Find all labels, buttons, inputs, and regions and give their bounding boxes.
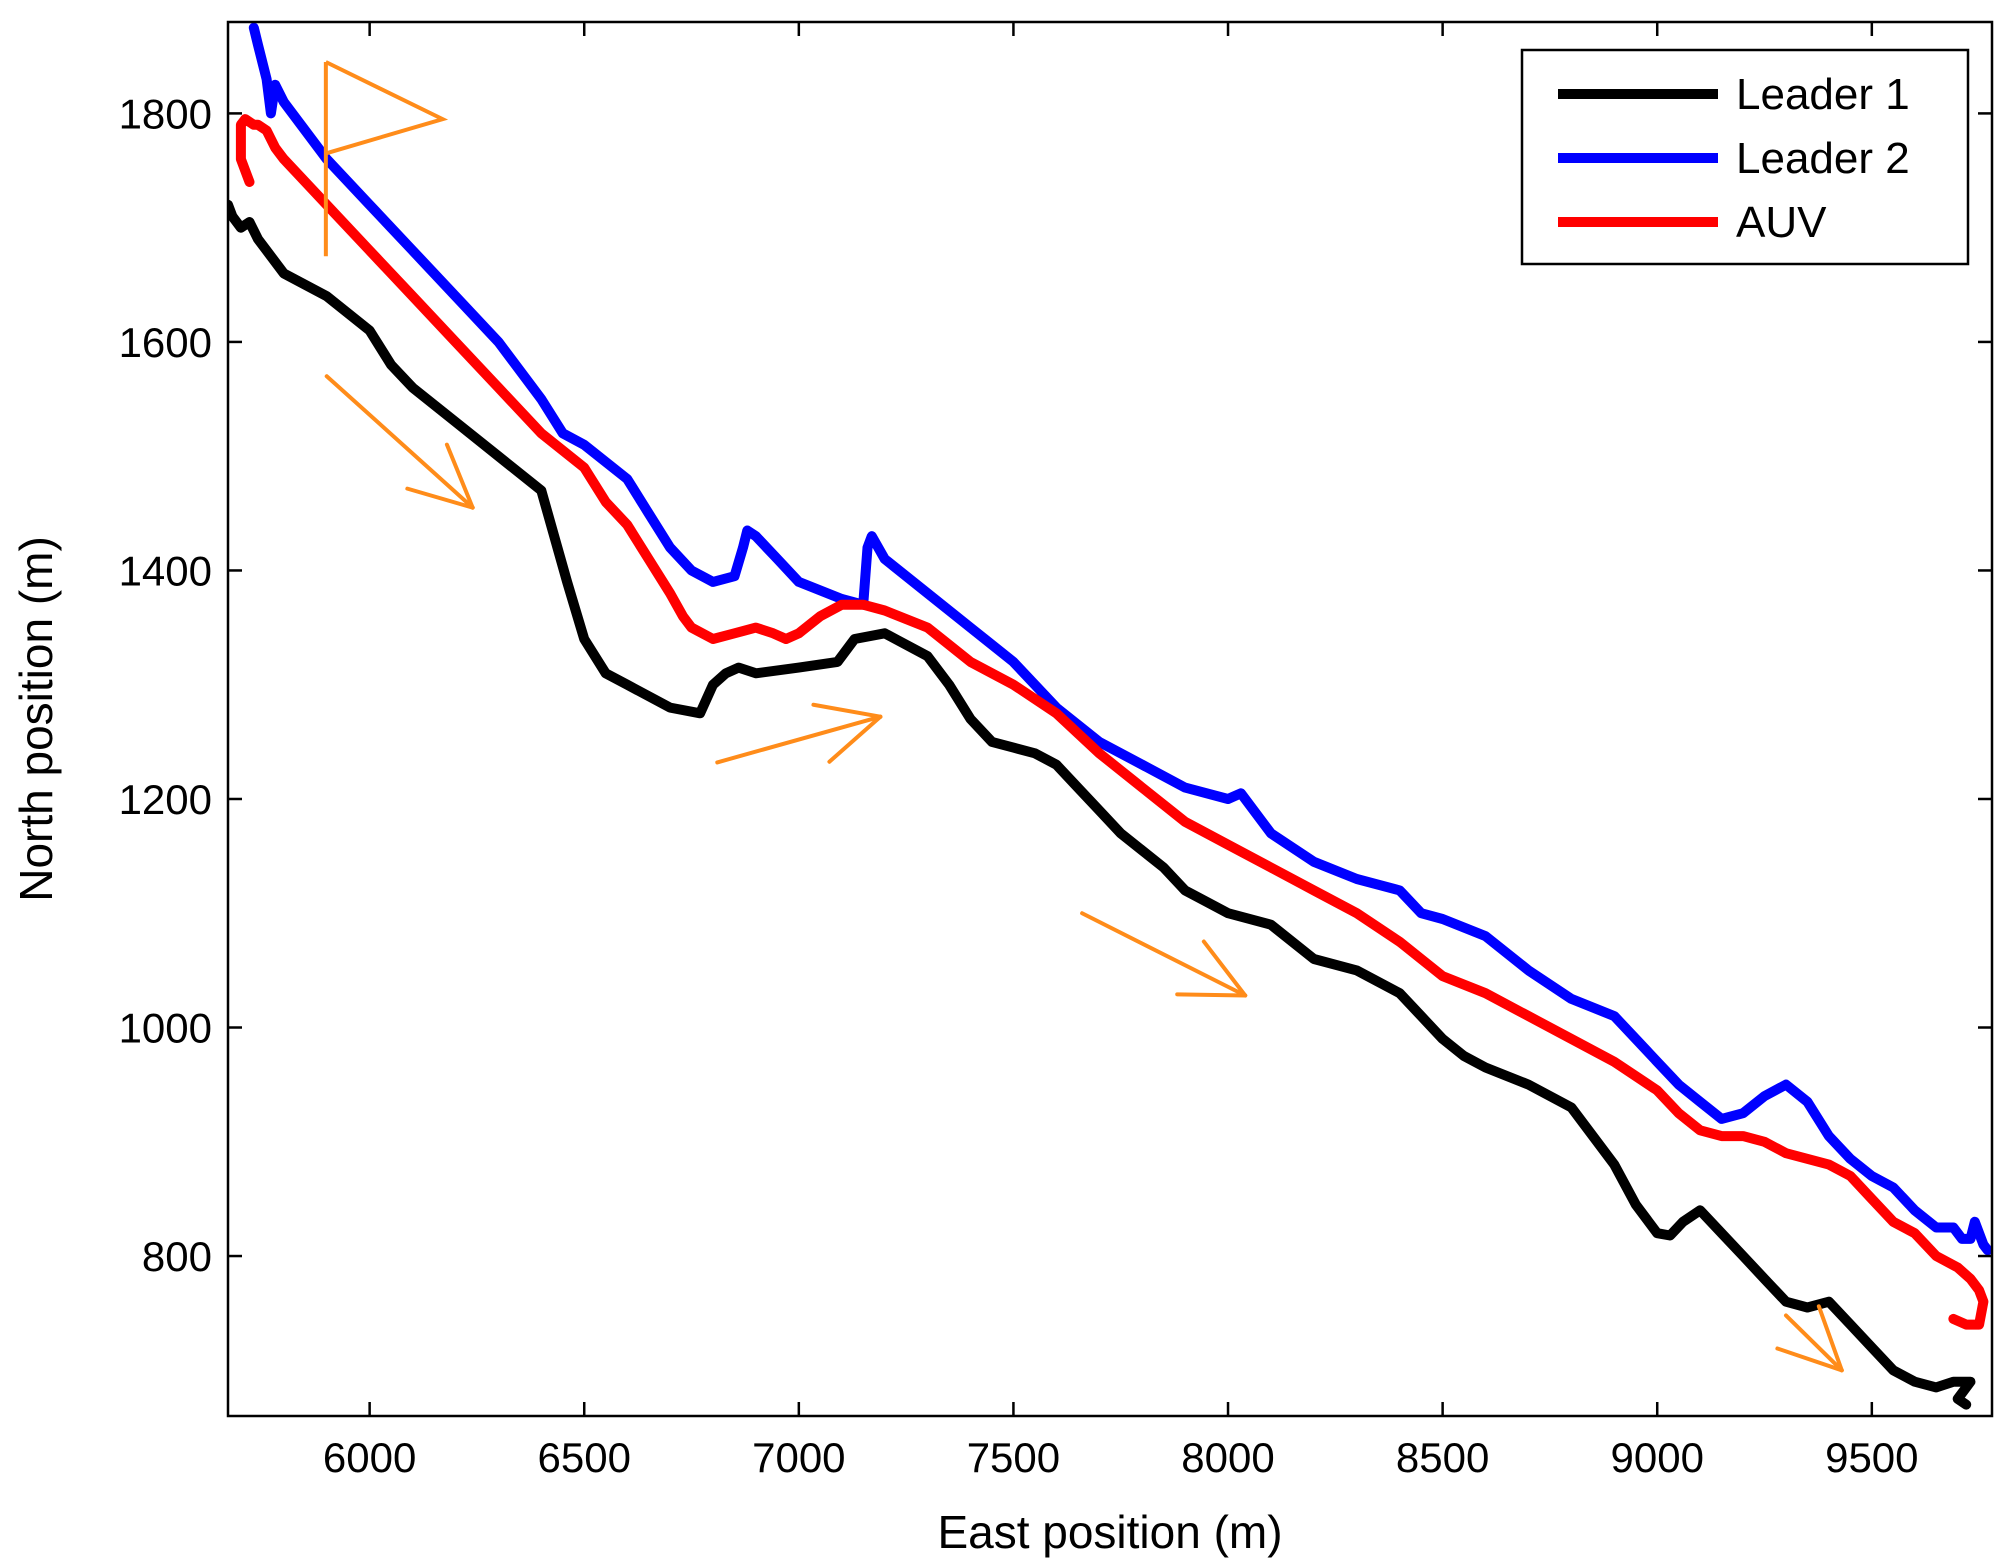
x-tick-label: 7000 bbox=[752, 1434, 845, 1481]
tick-layer: 6000 6500 7000 7500 8000 8500 9000 9500 800 1000 1… bbox=[119, 22, 1992, 1481]
direction-arrow-2 bbox=[715, 702, 883, 765]
x-tick-label: 9000 bbox=[1611, 1434, 1704, 1481]
direction-arrow-3 bbox=[1080, 911, 1248, 998]
x-axis-label: East position (m) bbox=[937, 1506, 1282, 1558]
x-tick-label: 9500 bbox=[1825, 1434, 1918, 1481]
legend: Leader 1 Leader 2 AUV bbox=[1520, 48, 1970, 266]
x-tick-label: 8000 bbox=[1181, 1434, 1274, 1481]
x-tick-label: 7500 bbox=[967, 1434, 1060, 1481]
y-tick-label: 1000 bbox=[119, 1005, 212, 1052]
y-tick-label: 1600 bbox=[119, 319, 212, 366]
x-tick-label: 6000 bbox=[323, 1434, 416, 1481]
y-tick-label: 800 bbox=[142, 1233, 212, 1280]
plot-area-frame bbox=[226, 20, 1994, 1418]
direction-arrow-1 bbox=[324, 374, 475, 510]
y-tick-label: 1400 bbox=[119, 547, 212, 594]
series-line-leader-2 bbox=[248, 22, 1992, 1256]
direction-arrow-4 bbox=[1775, 1304, 1844, 1373]
legend-label-leader-2: Leader 2 bbox=[1736, 134, 1910, 183]
legend-label-leader-1: Leader 1 bbox=[1736, 70, 1910, 119]
series-line-auv bbox=[235, 114, 1989, 1330]
y-tick-label: 1800 bbox=[119, 90, 212, 137]
legend-label-auv: AUV bbox=[1736, 198, 1827, 247]
x-tick-label: 6500 bbox=[538, 1434, 631, 1481]
start-flag-icon bbox=[323, 60, 449, 257]
annotation-layer bbox=[323, 60, 1844, 1373]
y-tick-label: 1200 bbox=[119, 776, 212, 823]
y-axis-label: North position (m) bbox=[10, 536, 62, 902]
series-line-leader-1 bbox=[228, 199, 1976, 1410]
x-tick-label: 8500 bbox=[1396, 1434, 1489, 1481]
series-layer bbox=[228, 22, 1992, 1410]
